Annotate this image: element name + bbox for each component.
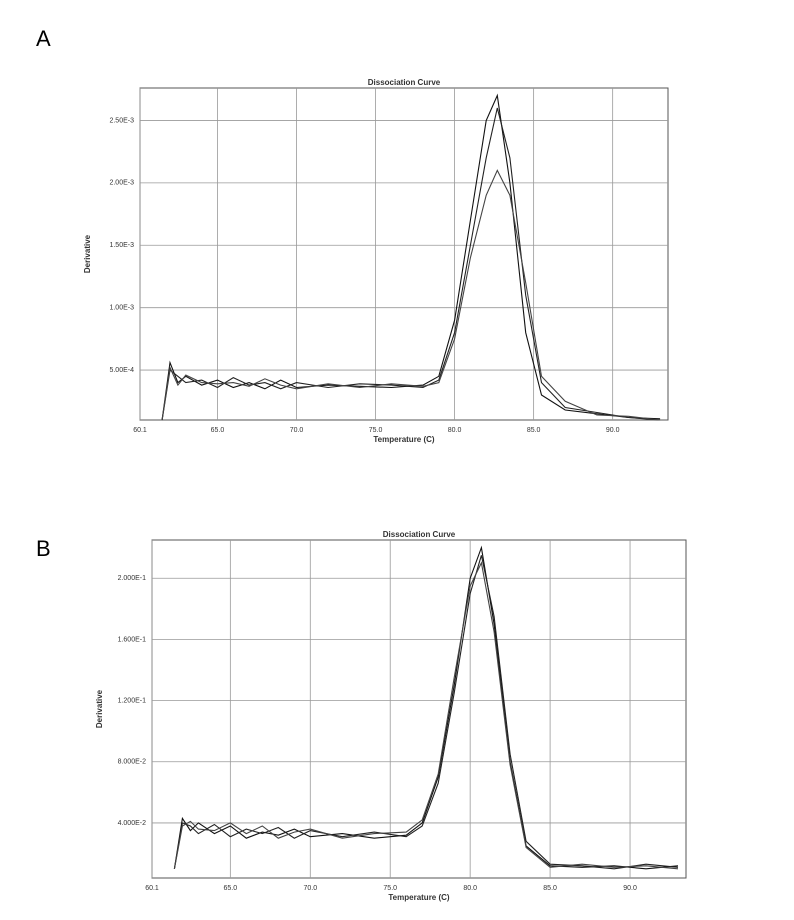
x-tick-label: 60.1	[133, 427, 147, 434]
y-tick-label: 2.000E-1	[118, 575, 147, 582]
chart-title: Dissociation Curve	[383, 530, 456, 539]
curve	[173, 545, 679, 870]
x-tick-label: 85.0	[543, 885, 557, 892]
x-tick-label: 60.1	[145, 885, 159, 892]
x-tick-label: 90.0	[606, 427, 620, 434]
x-tick-label: 75.0	[383, 885, 397, 892]
y-axis-label: Derivative	[95, 689, 104, 728]
y-tick-label: 1.50E-3	[109, 242, 134, 249]
y-tick-label: 5.00E-4	[109, 367, 134, 374]
y-tick-label: 1.00E-3	[109, 305, 134, 312]
x-tick-label: 80.0	[463, 885, 477, 892]
x-tick-label: 80.0	[448, 427, 462, 434]
y-tick-label: 8.000E-2	[118, 759, 147, 766]
x-axis-label: Temperature (C)	[388, 893, 450, 902]
y-tick-label: 4.000E-2	[118, 820, 147, 827]
x-tick-label: 70.0	[290, 427, 304, 434]
y-tick-label: 1.200E-1	[118, 697, 147, 704]
x-tick-label: 65.0	[224, 885, 238, 892]
x-tick-label: 70.0	[303, 885, 317, 892]
panel-label: B	[36, 536, 51, 561]
chart-title: Dissociation Curve	[368, 78, 441, 87]
x-tick-label: 90.0	[623, 885, 637, 892]
curve	[173, 561, 679, 870]
plot-area	[139, 87, 669, 421]
y-tick-label: 1.600E-1	[118, 636, 147, 643]
panel-label: A	[36, 26, 51, 51]
x-axis-label: Temperature (C)	[373, 435, 435, 444]
x-tick-label: 85.0	[527, 427, 541, 434]
x-tick-label: 65.0	[211, 427, 225, 434]
y-tick-label: 2.50E-3	[109, 117, 134, 124]
curve	[161, 169, 661, 421]
y-tick-label: 2.00E-3	[109, 180, 134, 187]
y-axis-label: Derivative	[83, 234, 92, 273]
x-tick-label: 75.0	[369, 427, 383, 434]
